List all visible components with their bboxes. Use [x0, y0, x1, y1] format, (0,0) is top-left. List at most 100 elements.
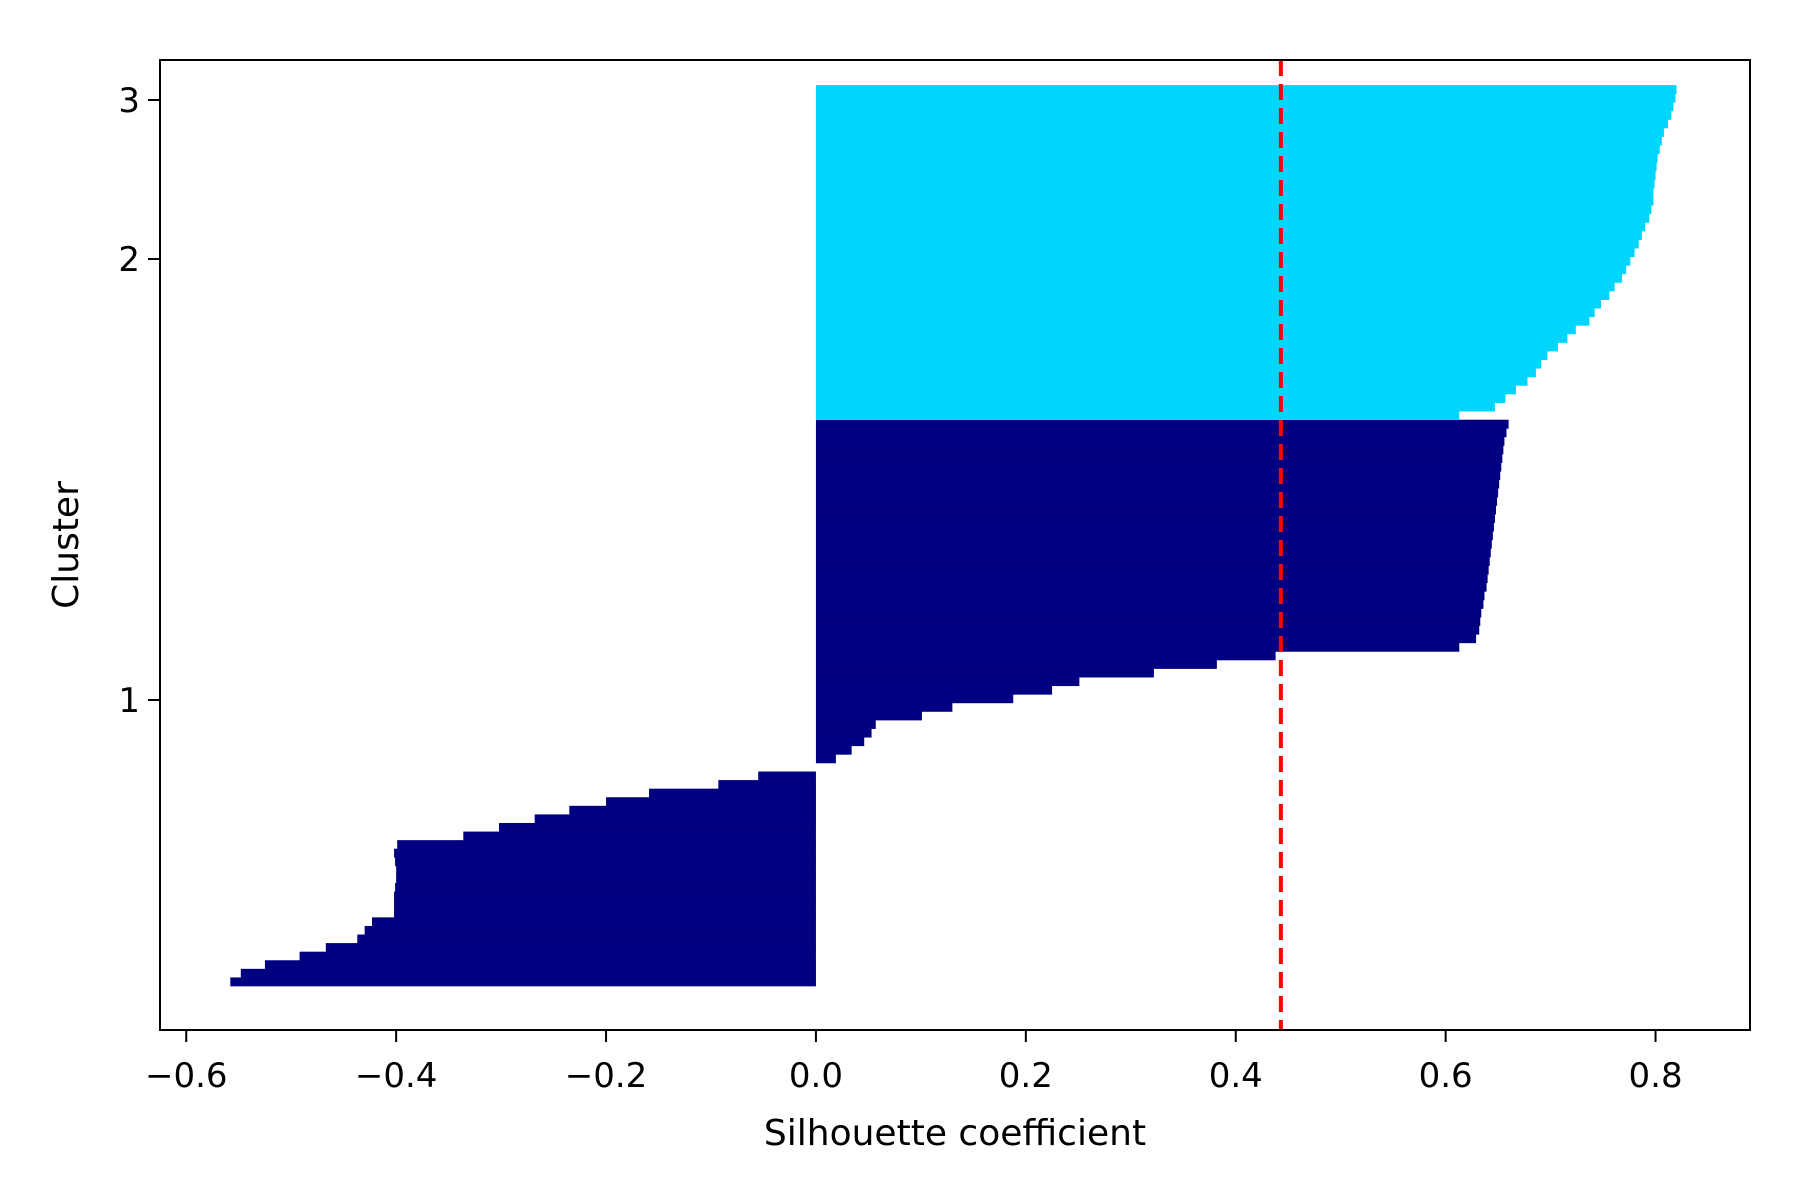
silhouette-bar-cluster-1-59: [815, 479, 1500, 489]
silhouette-bar-cluster-1-49: [815, 565, 1489, 575]
silhouette-bar-cluster-2-38: [815, 93, 1676, 103]
silhouette-bar-cluster-2-1: [815, 411, 1460, 421]
silhouette-bar-cluster-2-26: [815, 196, 1654, 206]
y-tick-label-1: 1: [118, 681, 140, 721]
silhouette-bar-cluster-1-29: [815, 737, 865, 747]
silhouette-bar-cluster-2-4: [815, 385, 1516, 395]
silhouette-bar-cluster-1-54: [815, 522, 1494, 532]
silhouette-bar-cluster-2-18: [815, 265, 1627, 275]
silhouette-bar-cluster-1-27: [815, 754, 836, 764]
silhouette-bar-cluster-1-2: [240, 968, 816, 978]
silhouette-bar-cluster-1-50: [815, 557, 1490, 566]
silhouette-bar-cluster-2-31: [815, 153, 1658, 163]
x-tick-label-2: −0.2: [565, 1056, 648, 1096]
silhouette-bar-cluster-2-8: [815, 351, 1548, 361]
silhouette-bar-cluster-2-39: [815, 85, 1677, 95]
silhouette-bar-cluster-2-15: [815, 291, 1610, 300]
silhouette-bar-cluster-1-56: [815, 505, 1497, 515]
silhouette-bar-cluster-2-2: [815, 402, 1495, 412]
silhouette-bar-cluster-1-32: [815, 711, 922, 721]
silhouette-bar-cluster-1-14: [396, 865, 816, 875]
silhouette-bar-cluster-2-34: [815, 128, 1664, 137]
silhouette-bar-cluster-1-22: [606, 797, 816, 807]
silhouette-bar-cluster-2-16: [815, 282, 1615, 292]
silhouette-bar-cluster-1-55: [815, 514, 1495, 524]
silhouette-bar-cluster-2-12: [815, 316, 1590, 326]
silhouette-bar-cluster-1-31: [815, 720, 876, 729]
silhouette-bar-cluster-1-12: [395, 883, 816, 892]
silhouette-bar-cluster-1-17: [397, 840, 816, 850]
silhouette-bar-cluster-2-29: [815, 170, 1656, 180]
silhouette-bar-cluster-1-46: [815, 591, 1485, 601]
silhouette-bar-cluster-2-25: [815, 205, 1652, 215]
silhouette-bar-cluster-1-45: [815, 599, 1484, 609]
silhouette-bar-cluster-1-19: [498, 822, 816, 832]
silhouette-bar-cluster-1-6: [357, 934, 816, 944]
x-axis-label: Silhouette coefficient: [764, 1113, 1146, 1154]
plot-frame: [159, 59, 1751, 1031]
silhouette-bar-cluster-1-3: [264, 960, 816, 970]
silhouette-bar-cluster-1-51: [815, 548, 1491, 558]
silhouette-bar-cluster-1-40: [815, 642, 1460, 652]
silhouette-bar-cluster-1-15: [395, 857, 816, 867]
silhouette-bar-cluster-2-22: [815, 230, 1642, 240]
silhouette-bar-cluster-1-38: [815, 659, 1217, 669]
silhouette-bar-cluster-1-48: [815, 574, 1488, 584]
x-tick-label-7: 0.8: [1629, 1056, 1683, 1096]
silhouette-bar-cluster-1-53: [815, 531, 1493, 541]
y-tick-label-2: 2: [118, 240, 140, 280]
silhouette-bar-cluster-2-21: [815, 239, 1639, 249]
silhouette-bar-cluster-1-47: [815, 582, 1487, 592]
x-tick-label-5: 0.4: [1209, 1056, 1263, 1096]
y-axis-label: Cluster: [46, 481, 87, 609]
silhouette-bar-cluster-1-1: [230, 977, 816, 987]
silhouette-bar-cluster-1-64: [815, 436, 1505, 446]
silhouette-bar-cluster-1-43: [815, 617, 1481, 626]
silhouette-bar-cluster-1-4: [299, 951, 816, 961]
bars-layer: [230, 85, 1677, 987]
silhouette-bar-cluster-1-5: [325, 943, 816, 953]
silhouette-bar-cluster-2-6: [815, 368, 1536, 378]
silhouette-bar-cluster-1-60: [815, 471, 1501, 481]
silhouette-bar-cluster-2-19: [815, 256, 1631, 266]
silhouette-bar-cluster-1-7: [364, 925, 816, 935]
x-tick-label-4: 0.2: [999, 1056, 1053, 1096]
silhouette-bar-cluster-1-44: [815, 608, 1482, 618]
silhouette-bar-cluster-1-11: [394, 891, 816, 901]
silhouette-bar-cluster-2-20: [815, 248, 1635, 258]
silhouette-bar-cluster-1-10: [394, 900, 816, 910]
silhouette-bar-cluster-1-23: [649, 788, 816, 798]
silhouette-bar-cluster-2-11: [815, 325, 1576, 335]
silhouette-bar-cluster-1-8: [372, 917, 816, 927]
silhouette-bar-cluster-2-33: [815, 136, 1662, 146]
silhouette-bar-cluster-1-35: [815, 685, 1053, 695]
silhouette-bar-cluster-1-63: [815, 445, 1504, 455]
silhouette-bar-cluster-2-23: [815, 222, 1646, 232]
x-tick-label-0: −0.6: [145, 1056, 228, 1096]
silhouette-bar-cluster-1-34: [815, 694, 1014, 704]
silhouette-bar-cluster-2-5: [815, 376, 1528, 386]
silhouette-bar-cluster-2-14: [815, 299, 1601, 309]
silhouette-bar-cluster-1-52: [815, 539, 1492, 549]
silhouette-bar-cluster-2-10: [815, 333, 1568, 343]
y-tick-label-3: 3: [118, 81, 140, 121]
silhouette-bar-cluster-2-36: [815, 110, 1672, 120]
silhouette-bar-cluster-1-62: [815, 454, 1503, 463]
silhouette-bar-cluster-1-16: [394, 848, 816, 858]
x-tick-label-1: −0.4: [355, 1056, 438, 1096]
silhouette-bar-cluster-2-27: [815, 188, 1654, 197]
silhouette-bar-cluster-1-57: [815, 496, 1498, 506]
silhouette-bar-cluster-1-25: [758, 771, 816, 781]
x-axis-ticks: −0.6 −0.4 −0.2 0.0 0.2 0.4 0.6 0.8: [145, 1030, 1683, 1096]
silhouette-bar-cluster-2-32: [815, 145, 1660, 155]
x-tick-label-3: 0.0: [789, 1056, 843, 1096]
silhouette-bar-cluster-1-61: [815, 462, 1502, 472]
silhouette-bar-cluster-2-35: [815, 119, 1669, 129]
silhouette-bar-cluster-1-13: [396, 874, 816, 884]
silhouette-bar-cluster-2-24: [815, 213, 1650, 223]
silhouette-bar-cluster-1-33: [815, 702, 953, 712]
silhouette-bar-cluster-1-20: [534, 814, 816, 824]
silhouette-bar-cluster-2-3: [815, 393, 1506, 403]
